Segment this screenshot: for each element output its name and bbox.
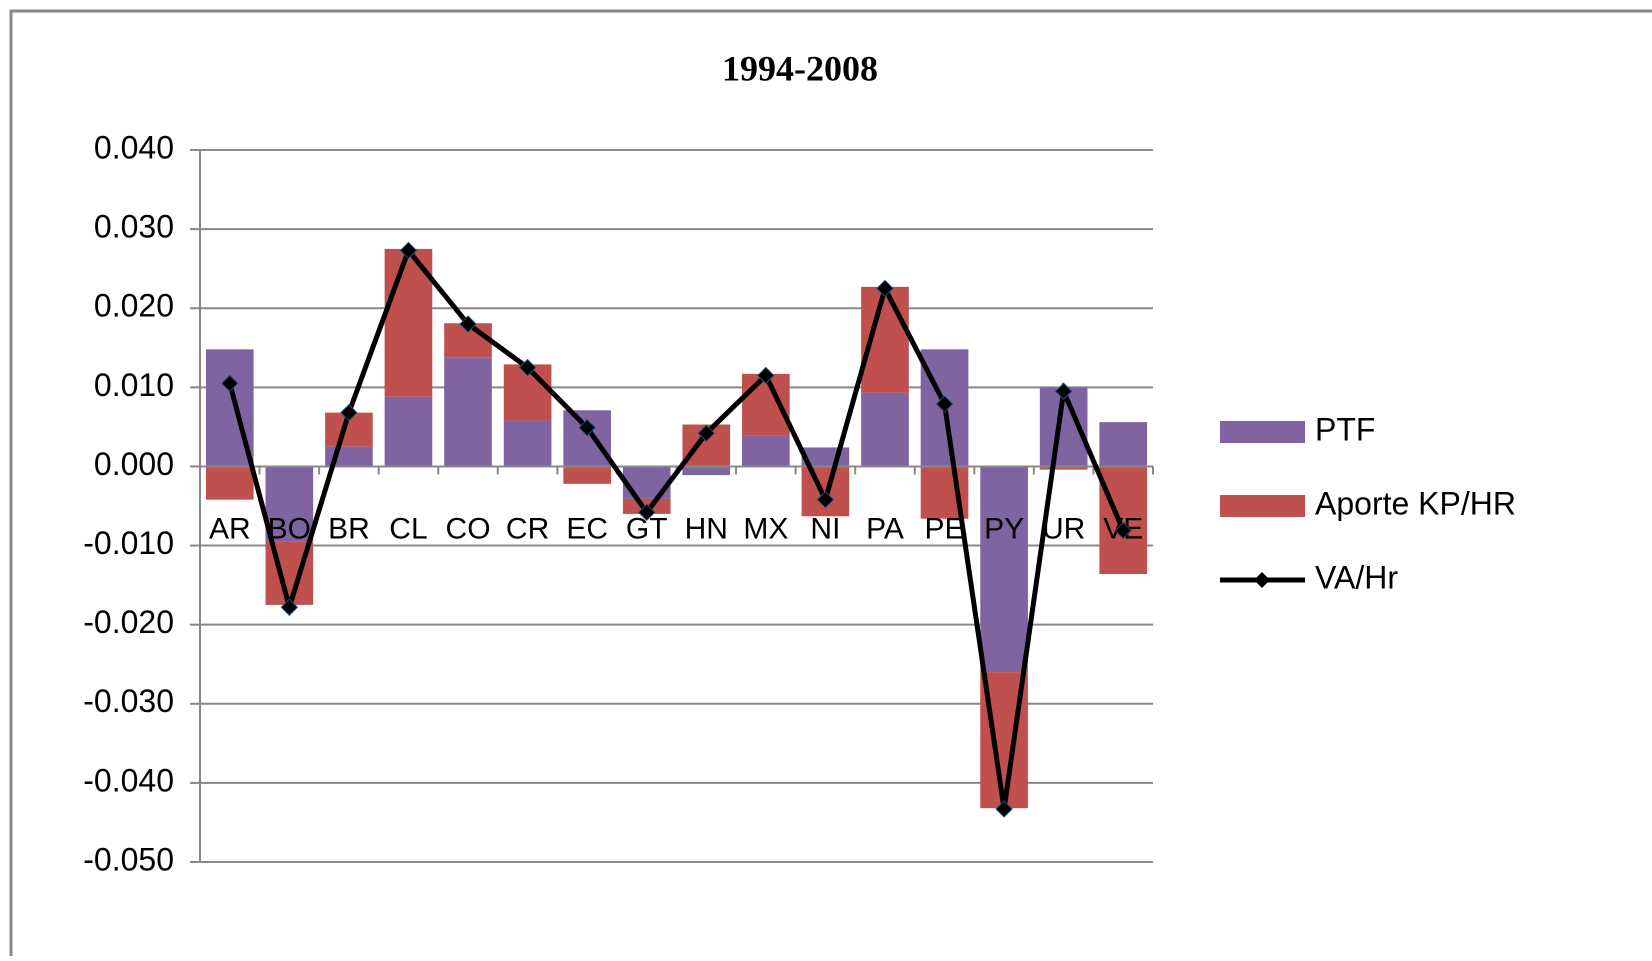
marker: [340, 403, 358, 422]
bar: [1099, 422, 1148, 467]
y-tick-label: -0.050: [83, 841, 174, 877]
bar: [742, 435, 790, 467]
marker: [578, 418, 596, 437]
legend-swatch: [1254, 572, 1270, 588]
bar: [563, 466, 611, 484]
x-tick-label: EC: [566, 512, 608, 545]
y-tick-label: -0.010: [83, 525, 174, 561]
y-tick-label: 0.020: [94, 288, 174, 324]
x-tick-label: PY: [984, 512, 1024, 545]
bar: [682, 466, 731, 476]
marker: [1054, 382, 1073, 400]
x-tick-label: BR: [328, 512, 370, 545]
marker: [638, 503, 656, 522]
legend-label: Aporte KP/HR: [1315, 485, 1516, 521]
bar: [1099, 466, 1148, 575]
marker: [935, 395, 954, 413]
marker: [280, 598, 299, 616]
bar: [563, 410, 611, 467]
bar: [1039, 466, 1088, 470]
x-tick-label: PE: [925, 512, 965, 545]
x-tick-label: NI: [810, 512, 840, 545]
y-tick-label: -0.040: [83, 762, 174, 798]
x-tick-label: CO: [446, 512, 491, 545]
x-tick-label: BO: [268, 512, 311, 545]
bar: [980, 466, 1028, 673]
x-tick-label: UR: [1042, 512, 1085, 545]
bar: [205, 466, 254, 500]
legend-swatch: [1220, 495, 1305, 517]
marker: [399, 241, 418, 260]
chart-title: 1994-2008: [722, 48, 878, 88]
line: [227, 245, 1126, 810]
marker: [697, 424, 715, 442]
bar: [861, 392, 909, 467]
marker: [1114, 521, 1132, 540]
marker: [816, 490, 835, 509]
bar: [384, 396, 433, 467]
legend-label: PTF: [1315, 411, 1375, 447]
marker: [459, 315, 477, 333]
bar: [503, 420, 552, 467]
marker: [876, 279, 894, 298]
y-tick-label: 0.040: [94, 129, 174, 165]
y-tick-label: 0.010: [94, 367, 174, 403]
bar: [444, 357, 492, 467]
y-tick-label: 0.030: [94, 209, 174, 245]
x-tick-label: HN: [685, 512, 728, 545]
marker: [518, 358, 537, 377]
bar: [265, 466, 314, 542]
y-tick-label: -0.020: [83, 604, 174, 640]
x-tick-label: CR: [506, 512, 549, 545]
y-tick-label: 0.000: [94, 446, 174, 482]
y-tick-label: -0.030: [83, 683, 174, 719]
marker: [757, 366, 775, 385]
legend-swatch: [1220, 421, 1305, 443]
marker: [995, 800, 1013, 818]
legend-label: VA/Hr: [1315, 559, 1398, 595]
x-tick-label: AR: [209, 512, 251, 545]
x-tick-label: PA: [866, 512, 904, 545]
x-tick-label: MX: [743, 512, 788, 545]
x-tick-label: CL: [389, 512, 427, 545]
marker: [221, 374, 239, 393]
